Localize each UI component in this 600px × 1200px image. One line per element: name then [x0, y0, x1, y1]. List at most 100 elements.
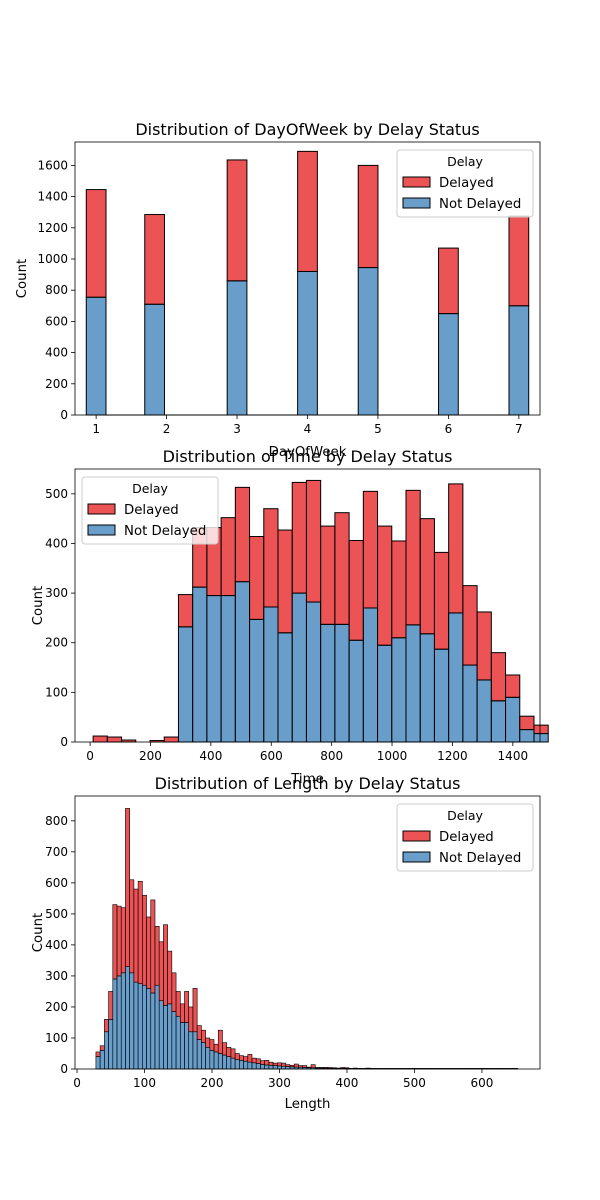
bar-delayed: [192, 988, 198, 1033]
bar-delayed: [220, 517, 236, 597]
bar-delayed: [323, 1067, 329, 1069]
bar-delayed: [344, 1067, 350, 1069]
bar-delayed: [188, 1006, 194, 1033]
bar-delayed: [104, 1019, 109, 1033]
axes-frame: [74, 468, 541, 743]
bar-delayed: [505, 674, 521, 698]
bar-delayed: [201, 1029, 206, 1043]
legend-box: [396, 149, 534, 218]
bar-not-delayed: [234, 581, 251, 743]
y-tick-label: 500: [45, 907, 68, 921]
y-tick-label: 400: [45, 346, 68, 360]
bar-delayed: [260, 1060, 265, 1065]
bar-delayed: [213, 1043, 219, 1053]
bar-delayed: [314, 1067, 320, 1069]
bar-not-delayed: [255, 1063, 261, 1070]
bar-not-delayed: [213, 1051, 219, 1070]
bar-not-delayed: [357, 267, 379, 416]
bar-not-delayed: [188, 1031, 194, 1070]
bar-not-delayed: [112, 978, 118, 1070]
chart-1: 1 2 3 4 5 6 7 0 200 400 600 800 1000 1200 1400 1600 Dist…: [15, 120, 541, 460]
bar-not-delayed: [264, 1064, 270, 1070]
bar-delayed: [255, 1058, 261, 1064]
y-tick-label: 800: [45, 283, 68, 297]
bar-delayed: [85, 189, 107, 298]
bar-not-delayed: [462, 664, 478, 743]
bar-not-delayed: [206, 595, 222, 743]
chart-3: 0 100 200 300 400 500 600 0 100 200 300 400 500 600 70…: [31, 774, 541, 1112]
bar-delayed: [154, 925, 160, 986]
legend-label: Not Delayed: [439, 851, 521, 866]
bar-delayed: [306, 1066, 312, 1069]
bar-not-delayed: [125, 966, 130, 1070]
legend-swatch-delayed: [87, 503, 116, 515]
bar-delayed: [125, 808, 130, 967]
legend-title: Delay: [447, 154, 483, 169]
y-tick-label: 0: [60, 1062, 68, 1076]
legend-box: [81, 476, 219, 545]
x-tick-label: 400: [336, 1076, 359, 1090]
x-tick-label: 1: [92, 422, 100, 436]
legend-label: Delayed: [439, 176, 494, 191]
legend-box: [396, 803, 534, 872]
bar-delayed: [144, 214, 165, 305]
x-axis-label: Length: [285, 1097, 331, 1112]
bar-not-delayed: [533, 733, 549, 743]
x-tick-label: 4: [304, 422, 312, 436]
y-tick-label: 100: [45, 1031, 68, 1045]
bar-not-delayed: [137, 983, 143, 1070]
bar-delayed: [120, 907, 126, 974]
legend-label: Delayed: [439, 830, 494, 845]
bar-delayed: [243, 1056, 249, 1062]
y-tick-label: 700: [45, 845, 68, 859]
bar-not-delayed: [217, 1053, 223, 1070]
bar-not-delayed: [243, 1060, 249, 1070]
bar-delayed: [348, 539, 364, 641]
bar-delayed: [490, 652, 507, 702]
axes-frame: [74, 795, 541, 1070]
bar-delayed: [184, 991, 190, 1023]
bar-delayed: [167, 950, 173, 1005]
bar-delayed: [533, 724, 549, 735]
bar-delayed: [268, 1061, 274, 1066]
bar-not-delayed: [234, 1059, 240, 1070]
bar-delayed: [251, 1057, 257, 1064]
x-tick-label: 2: [163, 422, 171, 436]
y-tick-label: 800: [45, 814, 68, 828]
y-tick-label: 400: [45, 938, 68, 952]
y-tick-label: 200: [45, 377, 68, 391]
legend-swatch-not-delayed: [87, 524, 116, 536]
bar-delayed: [365, 1067, 371, 1069]
x-tick-label: 3: [233, 422, 241, 436]
bar-delayed: [205, 1037, 211, 1048]
bar-delayed: [293, 1063, 299, 1068]
y-axis-label: Count: [15, 259, 30, 299]
bar-delayed: [310, 1064, 316, 1069]
bar-delayed: [319, 1067, 324, 1069]
x-tick-label: 200: [201, 1076, 224, 1090]
y-tick-label: 300: [45, 969, 68, 983]
bar-not-delayed: [226, 1056, 232, 1070]
bar-not-delayed: [239, 1060, 244, 1070]
bar-not-delayed: [144, 303, 165, 416]
x-tick-label: 0: [86, 749, 94, 763]
bar-delayed: [302, 1065, 308, 1068]
x-axis-label: DayOfWeek: [269, 445, 347, 460]
bar-delayed: [433, 551, 450, 650]
legend-swatch-delayed: [402, 176, 431, 188]
chart-title: Distribution of Time by Delay Status: [163, 447, 453, 466]
x-tick-label: 1000: [377, 749, 408, 763]
bar-not-delayed: [175, 1015, 181, 1070]
bar-delayed: [276, 1062, 282, 1067]
bar-delayed: [163, 924, 168, 1006]
bar-delayed: [357, 164, 379, 269]
x-axis-label: Time: [290, 772, 324, 787]
x-tick-label: 6: [445, 422, 453, 436]
bar-delayed: [179, 1003, 185, 1023]
legend-swatch-delayed: [402, 830, 431, 842]
bar-delayed: [419, 518, 435, 635]
legend-label: Not Delayed: [124, 524, 206, 539]
bar-not-delayed: [277, 632, 293, 743]
bar-delayed: [519, 715, 535, 731]
bar-not-delayed: [163, 1005, 168, 1070]
